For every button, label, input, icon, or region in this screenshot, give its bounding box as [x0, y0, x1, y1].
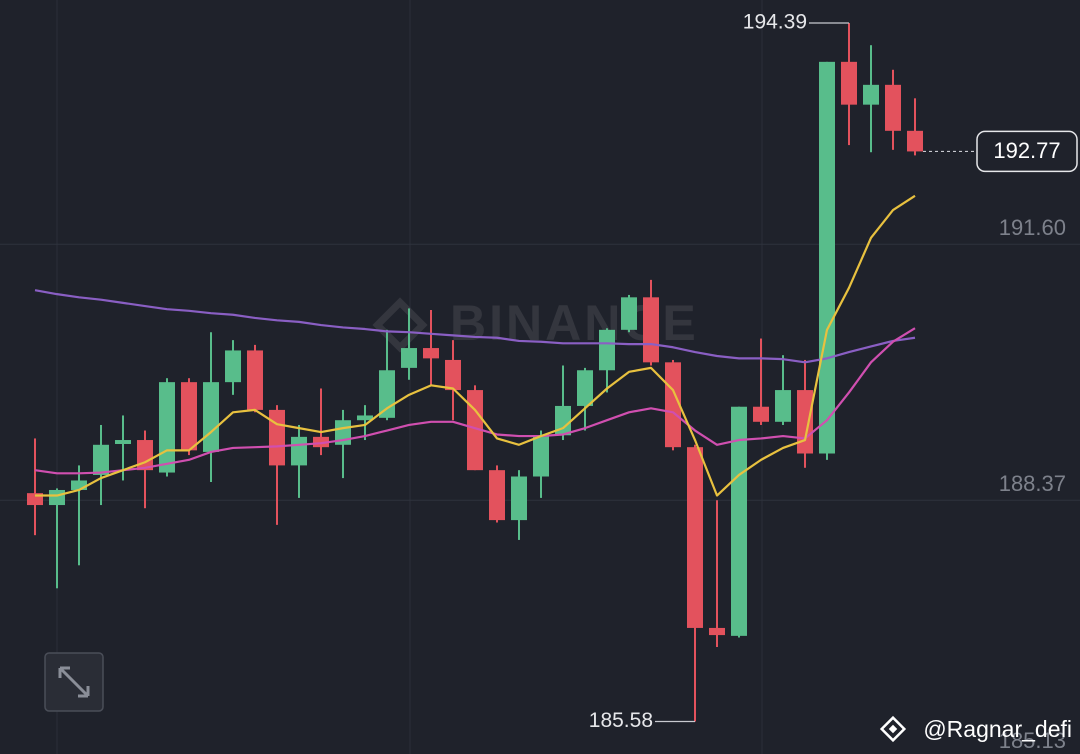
candle-body: [93, 444, 109, 475]
candle-body: [687, 447, 703, 628]
candle-body: [907, 130, 923, 152]
ma-line: [34, 327, 916, 475]
watermark-logo: [372, 297, 428, 353]
candle-body: [731, 406, 747, 636]
candle-body: [269, 409, 285, 466]
candle-body: [379, 370, 395, 418]
ma-line: [34, 289, 916, 364]
candle-body: [643, 297, 659, 363]
candle-body: [555, 405, 571, 436]
candle-body: [533, 435, 549, 477]
candle-body: [841, 61, 857, 105]
candle-body: [49, 489, 65, 506]
y-tick-label: 191.60: [999, 215, 1066, 240]
candle-body: [225, 350, 241, 383]
candle-body: [247, 350, 263, 410]
candle-body: [401, 348, 417, 368]
candle-body: [203, 382, 219, 452]
candle-body: [599, 329, 615, 371]
candle-body: [357, 415, 373, 421]
candle-body: [137, 440, 153, 471]
candle-body: [819, 61, 835, 454]
last-price-box: [976, 130, 1078, 173]
y-tick-label: 185.13: [999, 728, 1066, 753]
candle-body: [885, 84, 901, 131]
candle-body: [753, 406, 769, 422]
candle-body: [291, 436, 307, 466]
candle-body: [467, 390, 483, 471]
candle-body: [621, 297, 637, 330]
candle-body: [489, 470, 505, 521]
credit: @Ragnar_defi: [923, 716, 1072, 742]
high-label: 194.39: [743, 11, 807, 34]
candle-body: [423, 348, 439, 359]
candle-body: [181, 382, 197, 451]
candle-body: [71, 480, 87, 490]
candle-body: [665, 362, 681, 448]
plot: 191.60 188.37 185.13 194.39 185.58 192.77: [0, 11, 1080, 753]
ma-line: [35, 194, 916, 497]
candle-body: [27, 493, 43, 506]
candle-body: [577, 370, 593, 406]
low-label: 185.58: [589, 709, 653, 732]
candle-body: [863, 84, 879, 105]
y-tick-label: 188.37: [999, 471, 1066, 496]
candle-body: [115, 440, 131, 444]
candle-body: [511, 476, 527, 521]
candle-body: [445, 359, 461, 391]
expand-button[interactable]: [44, 652, 104, 712]
candle-body: [313, 436, 329, 448]
candle-body: [709, 627, 725, 636]
candle-body: [775, 390, 791, 422]
candle-body: [159, 382, 175, 473]
candle-body: [797, 390, 813, 454]
last-price-label: 192.77: [993, 138, 1060, 163]
